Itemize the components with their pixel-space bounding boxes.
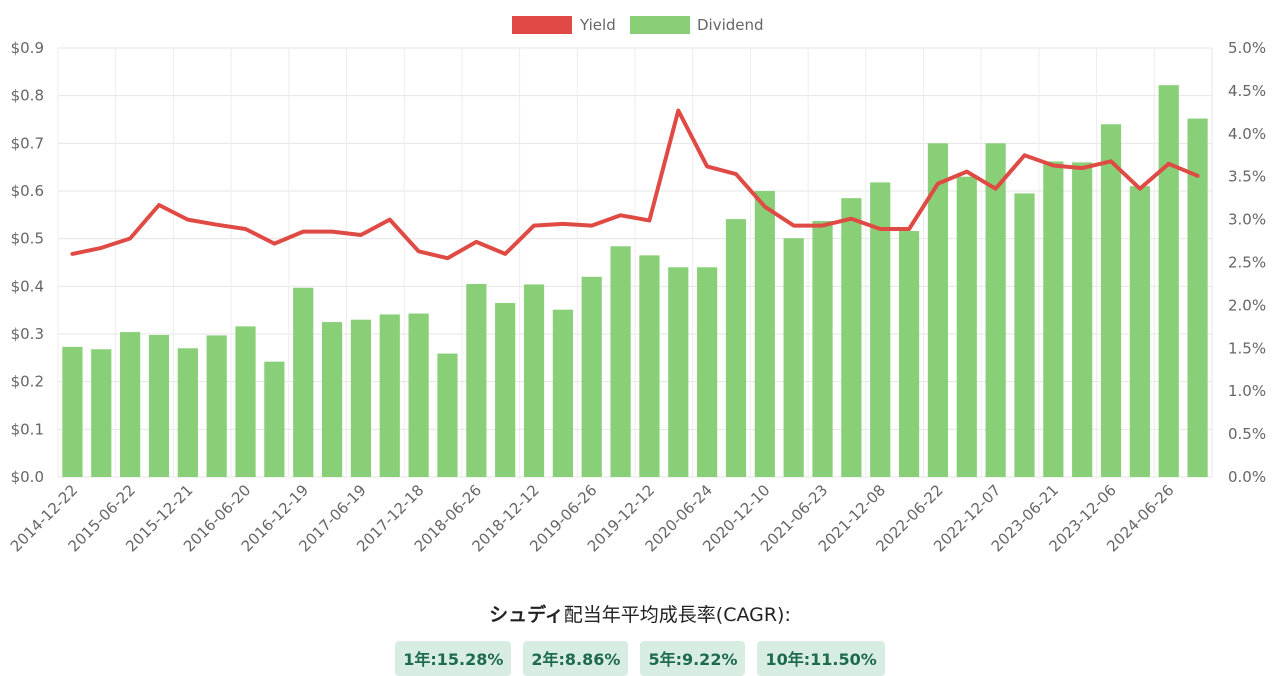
dividend-bar — [206, 335, 227, 477]
dividend-bar — [754, 191, 775, 477]
dividend-bar — [235, 326, 256, 477]
dividend-bar — [495, 303, 516, 477]
y-right-tick-label: 2.0% — [1228, 296, 1266, 314]
dividend-bar — [898, 231, 920, 477]
y-right-tick-label: 4.5% — [1228, 82, 1266, 100]
dividend-bar — [523, 284, 545, 477]
dividend-bar — [466, 283, 487, 477]
y-left-tick-label: $0.7 — [11, 134, 44, 152]
legend-yield-label: Yield — [579, 16, 616, 34]
dividend-bar — [639, 255, 660, 477]
cagr-ticker: シュディ — [489, 604, 564, 626]
y-left-tick-label: $0.8 — [11, 87, 44, 105]
y-left-tick-label: $0.0 — [11, 468, 44, 486]
dividend-bar — [870, 182, 891, 478]
dividend-bar — [1158, 85, 1179, 478]
y-axis-left-ticks: $0.0 $0.1 $0.2 $0.3 $0.4 $0.5 $0.6 $0.7 $0.8 $0.9 — [11, 39, 44, 486]
y-right-tick-label: 1.5% — [1228, 339, 1266, 357]
dividend-bar — [264, 361, 285, 477]
dividend-bar — [350, 319, 372, 477]
dividend-bar — [408, 313, 429, 477]
dividend-bar — [581, 276, 602, 477]
chart-legend: Yield Dividend — [512, 16, 764, 34]
grid-lines — [57, 47, 1213, 478]
dividend-bar — [62, 346, 83, 477]
y-axis-right-ticks: 0.0% 0.5% 1.0% 1.5% 2.0% 2.5% 3.0% 3.5% 4.0% 4.5%… — [1228, 39, 1266, 486]
dividend-bar — [1072, 162, 1093, 477]
y-left-tick-label: $0.6 — [11, 182, 44, 200]
dividend-bar — [293, 287, 314, 477]
cagr-badge-1y: 1年:15.28% — [395, 641, 512, 676]
dividend-bar — [725, 219, 747, 477]
dividend-bar — [437, 353, 458, 477]
dividend-bar — [379, 314, 400, 477]
y-right-tick-label: 2.5% — [1228, 254, 1266, 272]
y-right-tick-label: 0.0% — [1228, 468, 1266, 486]
yield-line — [70, 108, 1200, 261]
legend-dividend-label: Dividend — [697, 16, 764, 34]
dividend-bar — [985, 143, 1006, 478]
dividend-bar — [177, 348, 198, 477]
dividend-bar — [956, 176, 977, 477]
dividend-bar — [1014, 193, 1035, 477]
y-right-tick-label: 3.0% — [1228, 211, 1266, 229]
cagr-badge-2y: 2年:8.86% — [523, 641, 629, 676]
dividend-bar — [148, 334, 170, 477]
yield-line-path — [70, 108, 1200, 261]
dividend-bar — [841, 198, 862, 477]
cagr-title: シュディ配当年平均成長率(CAGR): — [0, 600, 1280, 627]
dividend-bar — [552, 309, 573, 477]
y-right-tick-label: 4.0% — [1228, 125, 1266, 143]
x-axis-ticks: 2014-12-222015-06-222015-12-212016-06-20… — [7, 481, 1178, 555]
dividend-bar — [812, 221, 833, 477]
dividend-bars — [62, 85, 1208, 478]
dividend-bar — [1187, 118, 1208, 478]
cagr-badge-5y: 5年:9.22% — [640, 641, 746, 676]
legend-dividend-swatch — [630, 16, 690, 34]
dividend-bar — [668, 267, 689, 477]
y-right-tick-label: 3.5% — [1228, 168, 1266, 186]
dividend-bar — [1100, 124, 1122, 478]
y-left-tick-label: $0.4 — [11, 277, 44, 295]
dividend-bar — [1129, 186, 1150, 477]
y-left-tick-label: $0.5 — [11, 230, 44, 248]
legend-yield-swatch — [512, 16, 572, 34]
y-left-tick-label: $0.2 — [11, 373, 44, 391]
dividend-bar — [697, 267, 718, 477]
y-left-tick-label: $0.3 — [11, 325, 44, 343]
y-left-tick-label: $0.9 — [11, 39, 44, 57]
y-right-tick-label: 0.5% — [1228, 425, 1266, 443]
dividend-bar — [783, 238, 804, 477]
dividend-bar — [91, 349, 112, 477]
dividend-bar — [610, 246, 631, 477]
cagr-title-text: 配当年平均成長率(CAGR): — [563, 604, 791, 626]
y-right-tick-label: 5.0% — [1228, 39, 1266, 57]
dividend-yield-chart: Yield Dividend $0.0$0.1$0.2$0.3$0.4$0.5$… — [7, 16, 1266, 555]
dividend-bar — [321, 322, 343, 477]
dividend-bar — [120, 332, 141, 477]
y-right-tick-label: 1.0% — [1228, 382, 1266, 400]
cagr-badge-10y: 10年:11.50% — [757, 641, 885, 676]
y-left-tick-label: $0.1 — [11, 420, 44, 438]
cagr-badges: 1年:15.28% 2年:8.86% 5年:9.22% 10年:11.50% — [0, 641, 1280, 676]
dividend-bar — [1043, 161, 1064, 478]
dividend-bar — [927, 143, 949, 478]
